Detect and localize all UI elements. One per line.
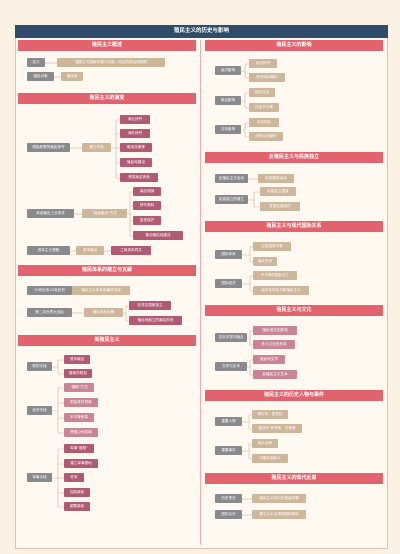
node-formed: 殖民主义体系的最终形成 — [72, 286, 130, 295]
node-item: 民族解放运动 — [258, 174, 294, 183]
section-title-system: 殖民体系的建立与瓦解 — [18, 265, 196, 276]
node-late-19th: 19世纪末20世纪初 — [27, 286, 72, 295]
node-political-impact: 政治影响 — [215, 96, 241, 105]
node-item: 印度民族起义 — [252, 454, 288, 463]
node-violence: 暴力手段 — [82, 143, 111, 152]
node-intl-economy: 国际经济 — [215, 279, 242, 288]
section-title-evolution: 殖民主义的演变 — [18, 93, 196, 104]
node-history-responsibility: 历史责任 — [215, 494, 242, 503]
node-item: 附加条件贷款 — [64, 398, 98, 407]
node-item: 资本输出 — [64, 355, 90, 364]
node-item: "援助"方式 — [64, 383, 94, 392]
node-item: 亚非拉国家独立 — [129, 301, 171, 310]
section-title-independence: 反殖民主义与民族独立 — [205, 152, 383, 163]
node-item: 商业掠夺 — [120, 115, 150, 124]
node-monopoly: 资本主义垄断 — [27, 246, 70, 255]
node-item: 社会不平等 — [249, 103, 279, 112]
node-item: 殖民地建设 — [120, 158, 152, 167]
node-economic-means: 经济手段 — [27, 406, 52, 415]
node-item: 鸦片战争 — [252, 439, 278, 448]
node-collapse: 殖民体系瓦解 — [84, 308, 123, 317]
node-item: 殖民主义的历史遗留问题 — [252, 494, 306, 503]
node-intl-system: 国际体系 — [215, 250, 242, 259]
node-target: 殖民对象 — [27, 72, 54, 81]
node-primitive-accumulation: 原始积累的殖民掠夺 — [27, 143, 70, 152]
node-key-events: 重要事件 — [215, 446, 242, 455]
node-economic-impact: 经济影响 — [215, 66, 241, 75]
node-item: 建立公平合理的国际秩序 — [252, 510, 306, 519]
node-item: 工商资本同共 — [111, 246, 151, 255]
node-item: 多元文化的形成 — [253, 340, 295, 349]
node-literature-art: 文学与艺术 — [215, 362, 247, 371]
node-item: 经济全球化与新殖民主义 — [253, 286, 309, 295]
section-title-relations: 殖民主义与现代国际关系 — [205, 221, 383, 232]
node-item: 经济结构畸形 — [249, 73, 285, 82]
node-military-means: 军事手段 — [27, 473, 52, 482]
node-cultural-impact: 文化影响 — [215, 125, 241, 134]
node-new-means: 新的手段 — [27, 362, 52, 371]
mindmap-title: 殖民主义的历史与影响 — [15, 25, 388, 38]
node-item: 文化同化 — [249, 118, 279, 127]
node-item: 军事"援助" — [64, 444, 94, 453]
node-item: 哥伦布、麦哲伦 — [252, 410, 288, 419]
node-item: 掠夺原料 — [133, 201, 161, 210]
node-nation-building: 民族独立的建立 — [215, 195, 248, 204]
node-item: 推动殖民地建设 — [133, 231, 183, 240]
node-item: 南北关系 — [253, 257, 277, 266]
node-definition: 定义 — [27, 58, 45, 67]
node-item: 海外掠夺 — [120, 129, 150, 138]
node-item: 殖民地文学 — [253, 355, 285, 364]
node-item: 援助的附加 — [64, 369, 92, 378]
node-culture-conflict: 文化冲突与融合 — [215, 333, 247, 342]
node-commodity-mode: "商品输出"方式 — [82, 209, 127, 218]
section-title-culture: 殖民主义与文化 — [205, 305, 383, 316]
node-item: 经济掠夺 — [249, 59, 277, 68]
node-item: 不平等的国际分工 — [253, 271, 297, 280]
section-title-overview: 殖民主义概述 — [18, 40, 196, 51]
node-item: 传统文化破坏 — [249, 132, 283, 141]
node-item: 商品倾销 — [133, 187, 161, 196]
node-item: 不平等贸易 — [64, 413, 94, 422]
section-title-reflection: 殖民主义的现代反思 — [205, 473, 383, 484]
column-divider — [200, 40, 201, 545]
node-item: 颠覆政权 — [64, 502, 90, 511]
node-key-figures: 重要人物 — [215, 417, 242, 426]
node-item: 殖民地文化影响 — [253, 326, 297, 335]
node-item: 跨国公司控制 — [64, 428, 98, 437]
node-item: 建立军事基地 — [64, 459, 98, 468]
node-item: 民族独立国家 — [260, 187, 296, 196]
node-item: 反殖民主义艺术 — [253, 370, 297, 379]
node-item: 控制政权 — [64, 488, 90, 497]
node-commodity-output: 商品输出工业资本 — [27, 209, 74, 218]
node-item: 主权国家平等 — [253, 242, 291, 251]
section-title-neocolonialism: 新殖民主义 — [18, 335, 196, 346]
section-title-impact: 殖民主义的影响 — [205, 40, 383, 51]
node-item: 贸易贱买贵卖 — [120, 173, 158, 182]
node-item: 投资保护 — [133, 216, 161, 225]
node-item: 政治压迫 — [249, 88, 275, 97]
section-title-figures: 殖民主义的历史人物与事件 — [205, 390, 383, 401]
node-item: 驻军 — [64, 473, 84, 482]
node-item: 殖民地独立的最后阶段 — [129, 316, 182, 325]
node-item: 发展民族经济 — [260, 202, 300, 211]
node-post-ww2: 第二次世界大战后 — [27, 308, 72, 317]
node-anti-colonial: 反殖民主义运动 — [215, 174, 248, 183]
node-item: 塞西尔·罗得斯、甘地等 — [252, 424, 302, 433]
node-intl-cooperation: 国际合作 — [215, 510, 242, 519]
node-target-value: 殖民地 — [61, 72, 83, 81]
node-definition-value: 强国主义国家对弱小民族、地区的统治和剥削 — [57, 58, 165, 67]
node-item: 贩卖奴隶等 — [120, 143, 152, 152]
node-capital-output: 资本输出 — [76, 246, 104, 255]
